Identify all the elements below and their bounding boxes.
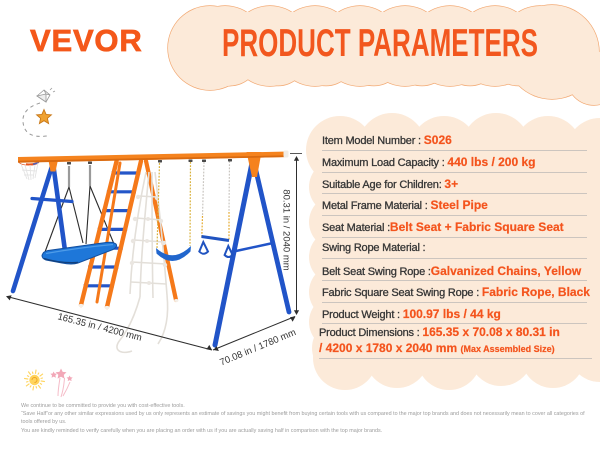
svg-text:165.35 in / 4200 mm: 165.35 in / 4200 mm [56, 311, 143, 343]
svg-text:80.31 in / 2040 mm: 80.31 in / 2040 mm [281, 189, 292, 270]
svg-text:70.08 in / 1780 mm: 70.08 in / 1780 mm [218, 327, 297, 368]
